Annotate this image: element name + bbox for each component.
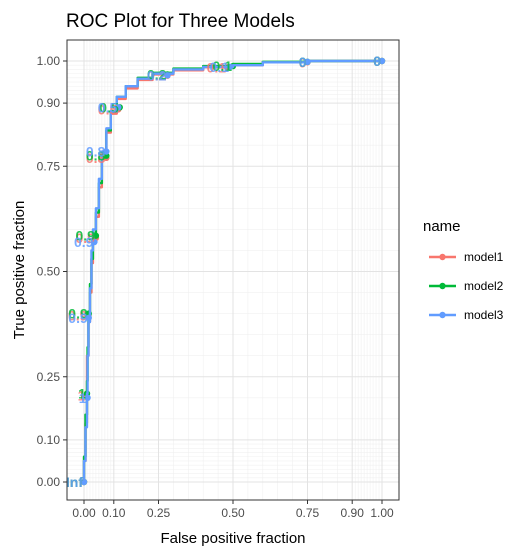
- y-tick-label: 0.25: [37, 370, 61, 384]
- y-tick-label: 0.75: [37, 159, 61, 173]
- cutoff-point-model3: [103, 148, 110, 155]
- cutoff-point-model3: [304, 58, 311, 66]
- cutoff-label-model1: 0: [373, 53, 381, 69]
- cutoff-label-model2: 0.9: [75, 228, 95, 244]
- x-axis-title: False positive fraction: [160, 530, 305, 547]
- cutoff-label-model2: 0.2: [147, 66, 167, 82]
- cutoff-point-model3: [378, 57, 386, 65]
- cutoff-label-model3: 0: [299, 54, 307, 70]
- cutoff-point-model2: [92, 232, 100, 239]
- cutoff-label-model3: 0.1: [210, 59, 230, 75]
- chart-title: ROC Plot for Three Models: [66, 11, 295, 32]
- cutoff-point-model3: [226, 63, 234, 71]
- cutoff-label-model2: 0: [299, 54, 307, 70]
- legend-label-model3: model3: [464, 308, 504, 322]
- grid-major: [67, 40, 399, 500]
- cutoff-point-model3: [91, 238, 98, 246]
- cutoff-label-model2: 0: [373, 53, 381, 69]
- roc-line-model3: [82, 59, 382, 482]
- cutoff-label-model1: 1: [78, 388, 86, 404]
- cutoff-label-model3: 0.5: [98, 99, 118, 115]
- cutoff-label-model1: 0.9: [75, 230, 95, 246]
- cutoff-label-model2: 0.1: [213, 58, 233, 74]
- cutoff-point-model3: [84, 394, 91, 401]
- cutoff-point-model3: [80, 478, 88, 486]
- cutoff-label-model1: Inf: [66, 474, 83, 490]
- x-tick-label: 0.25: [147, 506, 171, 520]
- cutoff-label-model3: 0.9: [74, 234, 94, 250]
- x-tick-label: 0.90: [341, 506, 365, 520]
- y-tick-label: 1.00: [37, 54, 61, 68]
- x-tick-label: 0.50: [221, 506, 245, 520]
- cutoff-label-model2: 0.5: [99, 99, 119, 115]
- cutoff-label-model3: 0.2: [147, 67, 167, 83]
- legend-key-point-model2: [439, 282, 446, 290]
- x-tick-label: 0.10: [102, 506, 126, 520]
- x-tick-label: 0.00: [72, 506, 96, 520]
- x-axis-ticks: 0.00 0.10 0.25 0.50 0.75 0.90 1.00: [72, 500, 394, 520]
- cutoff-label-model1: 0: [299, 54, 307, 70]
- series-layer: [80, 57, 386, 486]
- cutoff-point-model3: [164, 72, 171, 79]
- cutoff-label-model3: 1: [79, 390, 87, 406]
- cutoff-label-model3: 0.8: [86, 144, 106, 160]
- cutoff-label-model2: Inf: [66, 474, 83, 490]
- legend-label-model1: model1: [464, 250, 504, 264]
- legend-title: name: [423, 218, 461, 235]
- cutoff-label-model3: Inf: [66, 474, 83, 490]
- cutoff-label-model2: 0.8: [86, 148, 106, 164]
- cutoff-label-model1: 0.5: [98, 101, 118, 117]
- cutoff-label-model1: 0.1: [207, 59, 227, 75]
- cutoff-point-model3: [115, 104, 122, 111]
- legend-key-point-model1: [439, 253, 446, 261]
- legend-label-model2: model2: [464, 279, 504, 293]
- y-tick-label: 0.10: [37, 433, 61, 447]
- cutoff-point-model3: [85, 314, 92, 322]
- cutoff-label-model1: 0.8: [86, 150, 106, 166]
- cutoff-label-model3: 0: [373, 53, 381, 69]
- y-tick-label: 0.50: [37, 265, 61, 279]
- legend-key-point-model3: [439, 311, 446, 319]
- y-axis-ticks: 0.00 0.10 0.25 0.50 0.75 0.90 1.00: [37, 54, 67, 489]
- y-tick-label: 0.00: [37, 475, 61, 489]
- cutoff-label-model2: 1: [78, 386, 86, 402]
- cutoff-label-model1: 0.9: [68, 308, 88, 324]
- y-axis-title: True positive fraction: [11, 201, 28, 340]
- y-tick-label: 0.90: [37, 96, 61, 110]
- cutoff-label-model1: 0.2: [147, 68, 167, 84]
- x-tick-label: 1.00: [370, 506, 394, 520]
- legend: name model1 model2 model3: [423, 218, 504, 322]
- x-tick-label: 0.75: [296, 506, 320, 520]
- cutoff-label-model2: 0.9: [68, 306, 88, 322]
- cutoff-label-model3: 0.9: [68, 310, 88, 326]
